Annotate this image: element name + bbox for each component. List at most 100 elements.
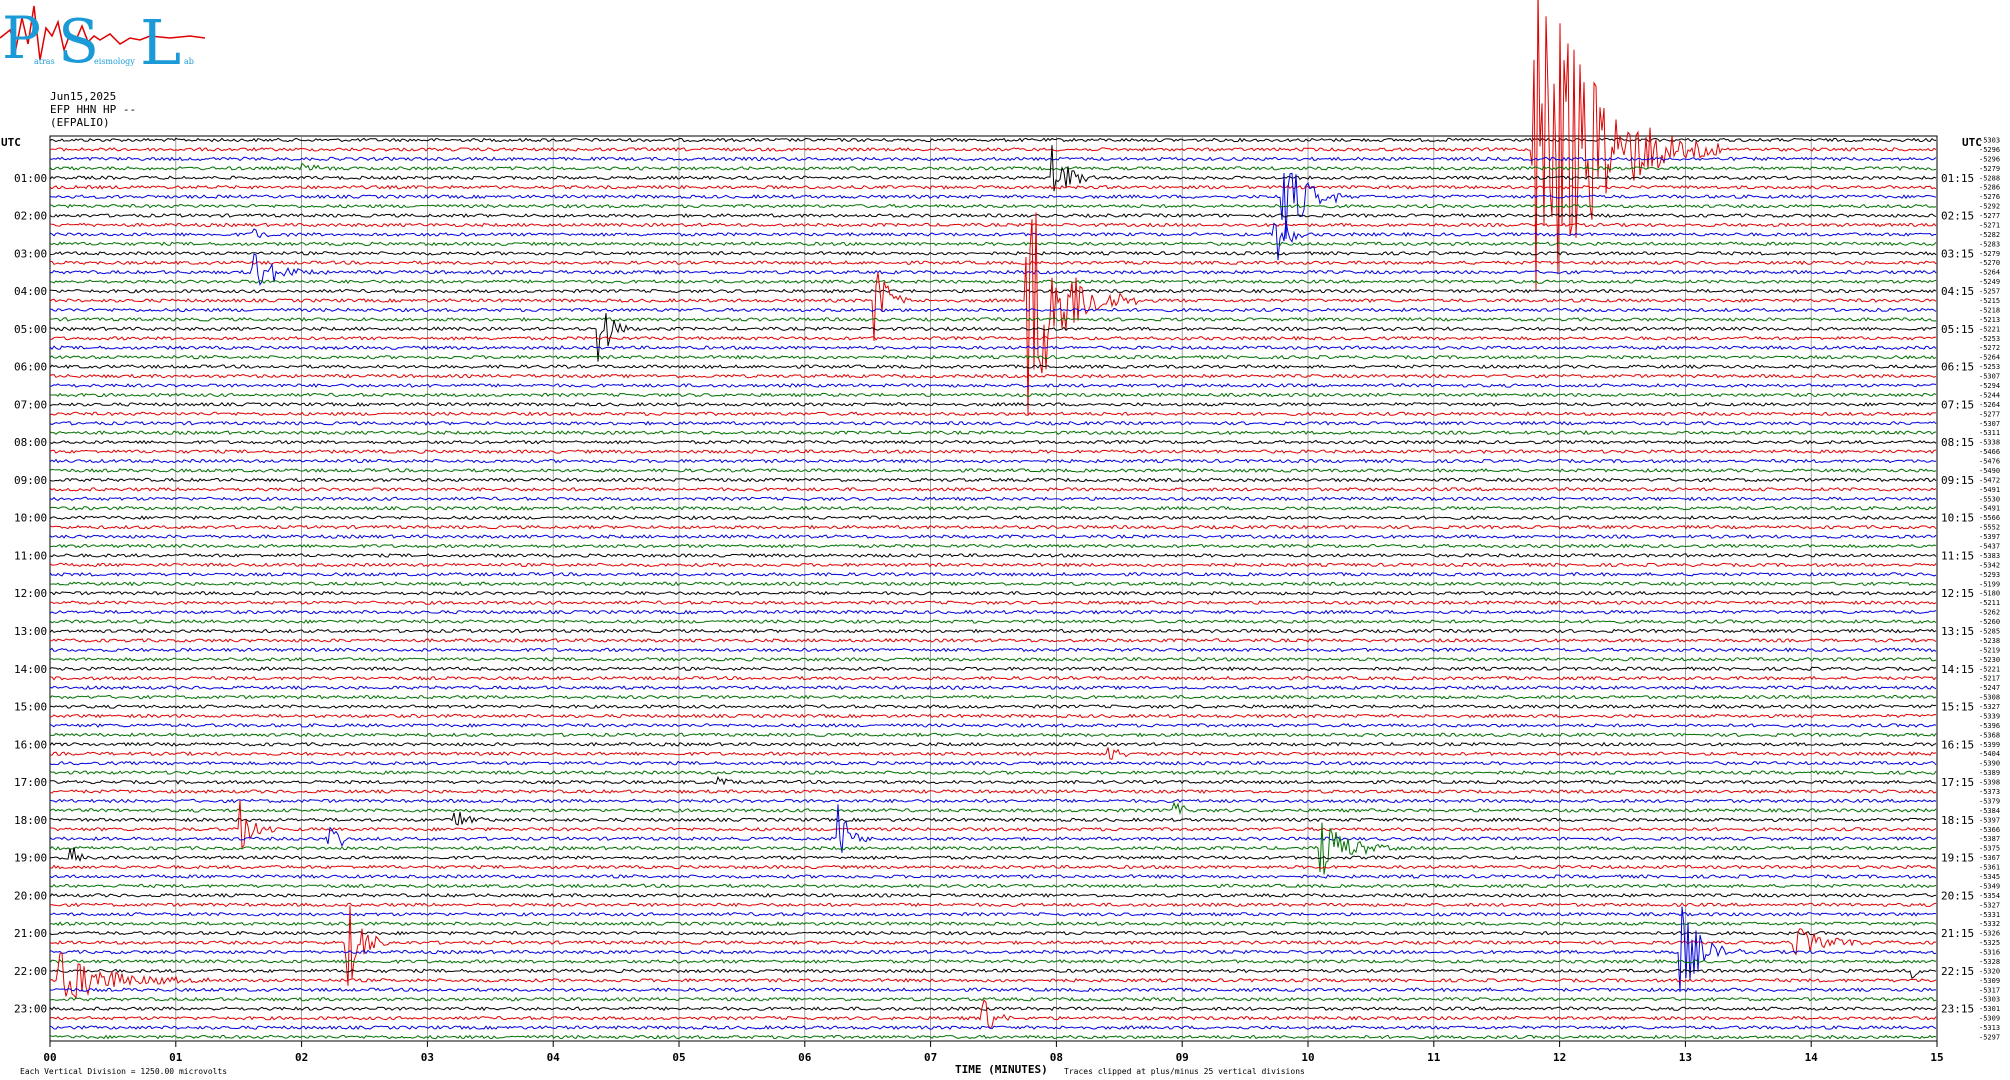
row-value-68: -5398 <box>1979 779 2000 787</box>
trace-row-40 <box>49 515 1937 521</box>
hour-label-left-20: 21:00 <box>14 927 47 940</box>
trace-row-36 <box>49 477 1937 483</box>
row-value-14: -5264 <box>1979 269 2000 277</box>
trace-row-77 <box>49 864 1937 870</box>
trace-row-10 <box>49 220 1936 261</box>
x-tick-label-01: 01 <box>169 1051 183 1064</box>
hour-label-left-4: 05:00 <box>14 323 47 336</box>
trace-row-11 <box>49 241 1937 247</box>
row-value-57: -5217 <box>1979 675 2000 683</box>
hour-label-right-17: 18:15 <box>1941 814 1974 827</box>
trace-row-44 <box>49 553 1937 558</box>
hour-label-left-1: 02:00 <box>14 210 47 223</box>
x-axis-label: TIME (MINUTES) <box>955 1063 1048 1076</box>
row-value-5: -5286 <box>1979 184 2000 192</box>
hour-label-right-18: 19:15 <box>1941 852 1974 865</box>
trace-row-1 <box>49 0 1937 292</box>
trace-row-68 <box>49 775 1937 786</box>
row-value-46: -5293 <box>1979 571 2000 579</box>
trace-row-23 <box>49 354 1937 360</box>
plot-frame <box>49 135 1938 1042</box>
trace-row-28 <box>49 402 1937 407</box>
trace-row-57 <box>49 675 1937 681</box>
hour-label-left-10: 11:00 <box>14 549 47 562</box>
row-value-70: -5379 <box>1979 797 2000 805</box>
hour-label-right-15: 16:15 <box>1941 738 1974 751</box>
hour-label-left-11: 12:00 <box>14 587 47 600</box>
trace-row-74 <box>49 804 1937 853</box>
x-tick-label-02: 02 <box>295 1051 308 1064</box>
header-channel: EFP HHN HP -- <box>50 103 137 116</box>
trace-row-84 <box>49 930 1937 936</box>
row-value-38: -5530 <box>1979 495 2000 503</box>
hour-label-left-3: 04:00 <box>14 285 47 298</box>
row-value-13: -5270 <box>1979 259 2000 267</box>
hour-label-left-15: 16:00 <box>14 738 47 751</box>
hour-label-right-10: 11:15 <box>1941 549 1974 562</box>
hour-label-left-0: 01:00 <box>14 172 47 185</box>
row-value-78: -5345 <box>1979 873 2000 881</box>
row-value-95: -5297 <box>1979 1034 2000 1042</box>
trace-row-48 <box>49 590 1937 596</box>
trace-row-81 <box>49 902 1937 908</box>
row-value-26: -5294 <box>1979 382 2000 390</box>
x-tick-label-00: 00 <box>43 1051 56 1064</box>
x-tick-label-05: 05 <box>672 1051 685 1064</box>
header-date: Jun15,2025 <box>50 90 117 103</box>
trace-row-9 <box>49 222 1937 228</box>
hour-label-right-3: 04:15 <box>1941 285 1974 298</box>
row-value-17: -5215 <box>1979 297 2000 305</box>
trace-row-26 <box>49 383 1937 388</box>
hour-label-right-2: 03:15 <box>1941 247 1974 260</box>
x-tick-label-08: 08 <box>1050 1051 1063 1064</box>
row-value-16: -5257 <box>1979 288 2000 296</box>
logo-letter-p: P <box>2 4 41 72</box>
row-value-71: -5384 <box>1979 807 2000 815</box>
row-value-4: -5288 <box>1979 174 2000 182</box>
trace-row-61 <box>49 713 1937 719</box>
x-tick-label-10: 10 <box>1301 1051 1314 1064</box>
row-value-62: -5396 <box>1979 722 2000 730</box>
trace-row-27 <box>49 392 1937 398</box>
row-value-58: -5247 <box>1979 684 2000 692</box>
trace-row-45 <box>49 562 1937 568</box>
trace-row-42 <box>49 534 1937 539</box>
trace-row-93 <box>49 999 1937 1030</box>
row-value-12: -5279 <box>1979 250 2000 258</box>
row-value-60: -5327 <box>1979 703 2000 711</box>
utc-label-right: UTC <box>1962 136 1982 149</box>
row-value-15: -5249 <box>1979 278 2000 286</box>
row-value-47: -5199 <box>1979 580 2000 588</box>
row-value-63: -5368 <box>1979 731 2000 739</box>
trace-row-18 <box>49 307 1937 313</box>
trace-row-79 <box>49 883 1937 889</box>
hour-label-left-5: 06:00 <box>14 361 47 374</box>
trace-row-90 <box>49 987 1936 993</box>
row-value-39: -5491 <box>1979 505 2000 513</box>
logo-subtitle-mid: eismology <box>94 57 135 66</box>
row-value-27: -5244 <box>1979 391 2000 399</box>
trace-row-6 <box>49 172 1937 239</box>
trace-row-62 <box>49 722 1937 728</box>
trace-row-17 <box>49 212 1937 415</box>
psl-logo: P S L atras eismology ab <box>0 4 205 79</box>
hour-label-right-7: 08:15 <box>1941 436 1974 449</box>
trace-row-53 <box>49 637 1937 643</box>
row-value-87: -5328 <box>1979 958 2000 966</box>
row-value-7: -5292 <box>1979 203 2000 211</box>
hour-label-right-5: 06:15 <box>1941 361 1974 374</box>
row-value-0: -5303 <box>1979 137 2000 145</box>
row-value-85: -5325 <box>1979 939 2000 947</box>
row-value-79: -5349 <box>1979 882 2000 890</box>
hour-label-left-2: 03:00 <box>14 247 47 260</box>
row-value-51: -5260 <box>1979 618 2000 626</box>
row-value-80: -5354 <box>1979 892 2000 900</box>
row-value-56: -5221 <box>1979 665 2000 673</box>
row-value-74: -5387 <box>1979 835 2000 843</box>
trace-row-92 <box>49 1006 1937 1012</box>
hour-label-right-21: 22:15 <box>1941 965 1974 978</box>
row-value-33: -5466 <box>1979 448 2000 456</box>
trace-row-25 <box>49 373 1937 379</box>
row-value-31: -5311 <box>1979 429 2000 437</box>
